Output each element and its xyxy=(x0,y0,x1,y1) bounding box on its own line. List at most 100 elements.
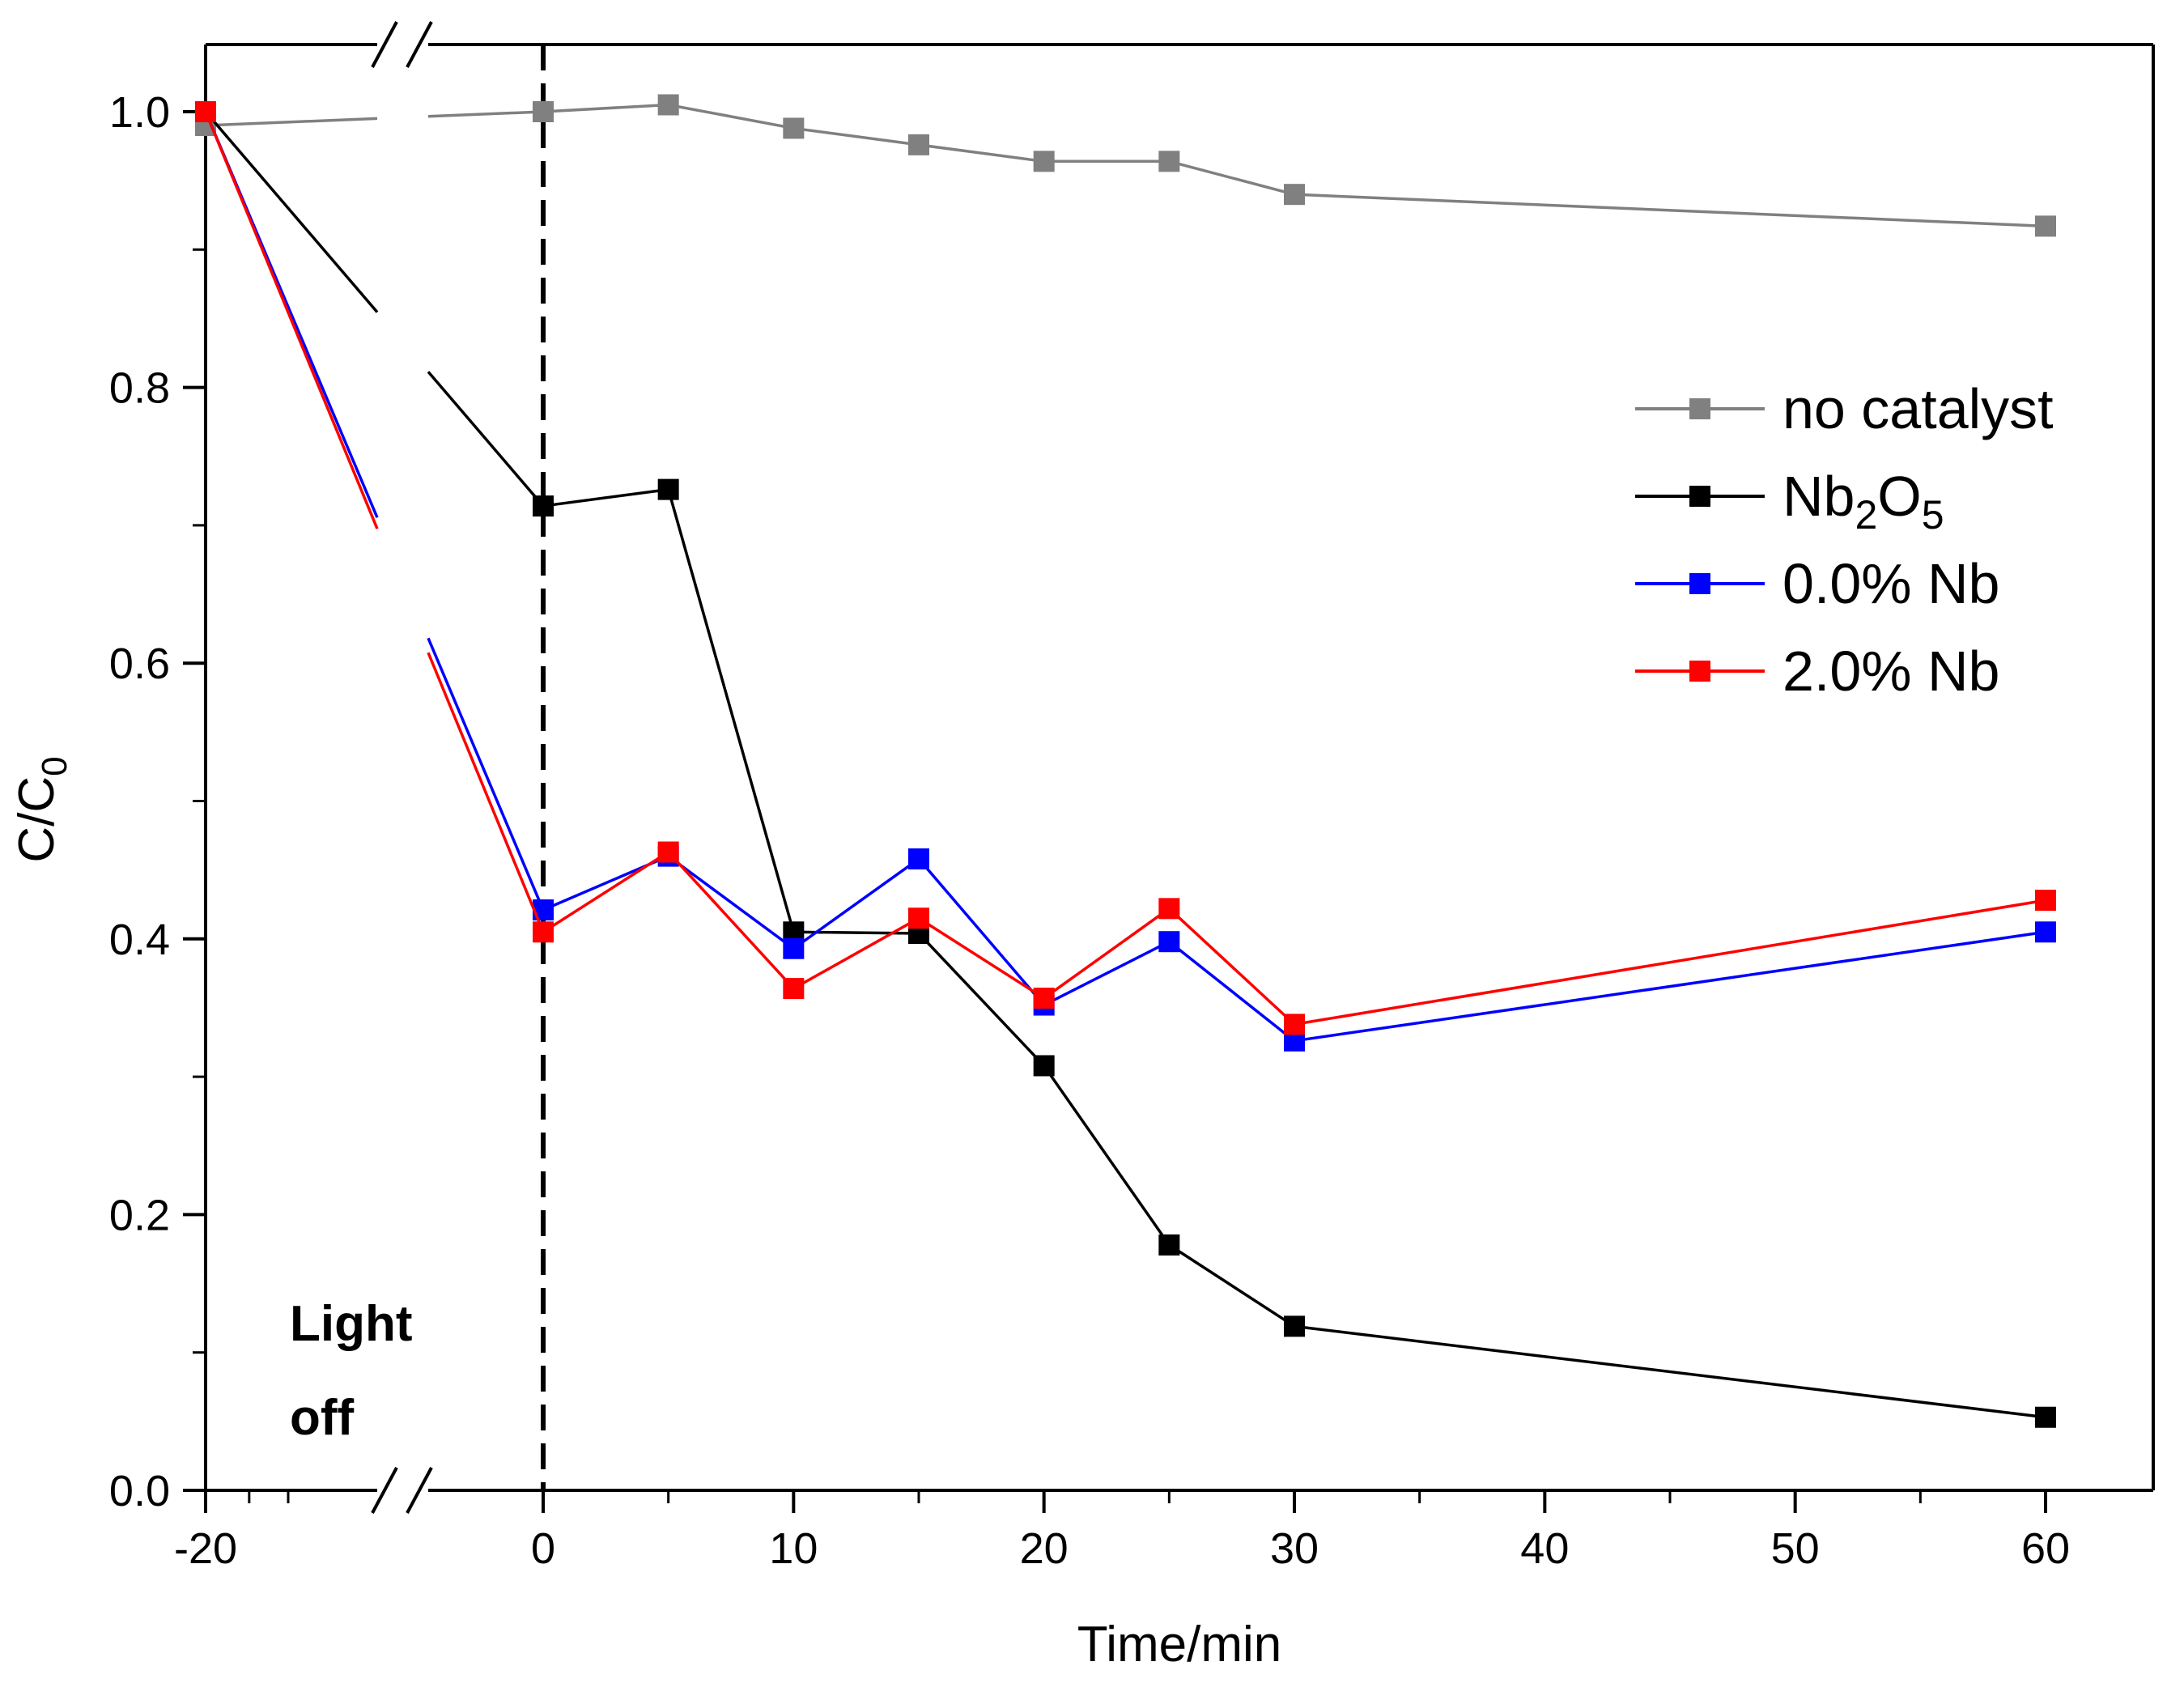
data-point xyxy=(1158,1234,1180,1256)
series-line-segment xyxy=(1168,1243,1295,1328)
series-line-segment xyxy=(792,916,920,990)
series-line-segment xyxy=(1168,940,1296,1043)
series-line-segment xyxy=(1168,159,1295,196)
data-point xyxy=(908,848,929,870)
legend-item: 2.0% Nb xyxy=(1635,640,1999,703)
data-point xyxy=(1033,151,1055,172)
x-axis-title: Time/min xyxy=(1077,1617,1282,1672)
series-0-0-nb xyxy=(195,101,2056,1052)
bottom-axis-break-mark-1 xyxy=(371,1467,398,1514)
data-point xyxy=(2035,921,2056,943)
series-line-segment xyxy=(917,932,1045,1067)
data-point xyxy=(1284,184,1305,206)
data-point xyxy=(657,94,679,116)
x-tick-label: 20 xyxy=(1020,1524,1069,1573)
data-point xyxy=(533,921,554,943)
data-point xyxy=(908,907,929,929)
data-point xyxy=(657,478,679,500)
legend-marker xyxy=(1689,573,1710,594)
x-tick-label: 60 xyxy=(2021,1524,2070,1573)
series-line-segment xyxy=(542,851,669,933)
series-line-segment xyxy=(918,916,1045,1000)
legend-label-part: Nb xyxy=(1782,465,1855,528)
legend-label-part: 2.0% Nb xyxy=(1782,640,1999,703)
data-point xyxy=(908,134,929,155)
top-axis-break-mark-1 xyxy=(371,21,398,68)
data-point xyxy=(1158,151,1180,172)
series-line-segment xyxy=(542,487,669,508)
series-line-segment xyxy=(204,110,379,313)
data-point xyxy=(1158,931,1180,953)
series-line-segment xyxy=(1043,940,1171,1007)
x-tick-label: 40 xyxy=(1520,1524,1569,1573)
series-line-segment xyxy=(427,637,545,911)
legend-item: 0.0% Nb xyxy=(1635,552,1999,615)
legend: no catalyst Nb2O5 0.0% Nb 2.0% Nb xyxy=(1635,377,2054,703)
legend-item: Nb2O5 xyxy=(1635,465,1944,538)
series-line-segment xyxy=(1294,930,2046,1043)
series-line-segment xyxy=(1294,1324,2046,1419)
bottom-axis-break-mark-2 xyxy=(406,1467,433,1514)
series-line-segment xyxy=(542,103,669,113)
data-point xyxy=(783,937,805,959)
data-point xyxy=(1284,1315,1305,1337)
data-point xyxy=(1033,1055,1055,1077)
legend-label-subscript: 2 xyxy=(1855,492,1877,538)
data-point xyxy=(2035,1406,2056,1428)
legend-label: Nb2O5 xyxy=(1782,465,1944,538)
legend-marker xyxy=(1689,398,1710,419)
series-no-catalyst xyxy=(195,94,2056,237)
series-line-segment xyxy=(918,143,1044,164)
series-line-segment xyxy=(668,103,794,130)
data-point xyxy=(2035,890,2056,912)
series-line-segment xyxy=(1043,907,1171,1000)
series-line-segment xyxy=(917,857,1045,1006)
series-line-segment xyxy=(792,857,920,950)
series-line-segment xyxy=(1168,907,1296,1026)
data-point xyxy=(2035,215,2056,237)
y-tick-label: 0.2 xyxy=(109,1191,170,1239)
y-tick-label: 0.4 xyxy=(109,916,170,964)
x-tick-label: 50 xyxy=(1771,1524,1820,1573)
series-line-segment xyxy=(666,489,796,933)
data-point xyxy=(533,495,554,517)
series-line-segment xyxy=(427,371,545,508)
y-axis-title-main: C/C xyxy=(9,776,65,863)
series-line-segment xyxy=(205,117,378,127)
y-axis-title-subscript: 0 xyxy=(35,756,74,776)
legend-label-part: 0.0% Nb xyxy=(1782,552,1999,615)
legend-marker xyxy=(1689,661,1710,682)
plot-frame xyxy=(204,21,2155,1514)
series-layer xyxy=(195,94,2056,1428)
y-tick-label: 0.0 xyxy=(109,1467,170,1515)
data-point xyxy=(783,117,805,139)
series-line-segment xyxy=(1294,193,2046,228)
light-off-annotation-line1: Light xyxy=(290,1296,413,1352)
data-point xyxy=(1033,988,1055,1009)
y-tick-label: 0.8 xyxy=(109,364,170,413)
series-2-0-nb xyxy=(195,101,2056,1035)
series-line-segment xyxy=(1043,1065,1171,1246)
legend-label: 2.0% Nb xyxy=(1782,640,1999,703)
series-line-segment xyxy=(793,126,920,147)
legend-label-subscript: 5 xyxy=(1922,492,1944,538)
legend-label: 0.0% Nb xyxy=(1782,552,1999,615)
x-axis: -20 0 10 20 30 40 50 60 xyxy=(174,1490,2070,1573)
y-axis: 0.0 0.2 0.4 0.6 0.8 1.0 xyxy=(109,88,206,1515)
y-axis-title: C/C0 xyxy=(9,756,74,862)
data-point xyxy=(1158,898,1180,920)
data-point xyxy=(783,978,805,1000)
x-tick-label: 0 xyxy=(531,1524,555,1573)
y-tick-label: 1.0 xyxy=(109,88,170,137)
data-point xyxy=(1284,1014,1305,1035)
series-line-segment xyxy=(204,111,379,529)
legend-label: no catalyst xyxy=(1782,377,2054,440)
legend-item: no catalyst xyxy=(1635,377,2054,440)
series-line-segment xyxy=(667,851,795,990)
x-tick-label: 30 xyxy=(1270,1524,1319,1573)
series-line-segment xyxy=(427,652,545,933)
data-point xyxy=(195,101,216,122)
series-line-segment xyxy=(1294,899,2046,1026)
legend-label-part: no catalyst xyxy=(1782,377,2054,440)
